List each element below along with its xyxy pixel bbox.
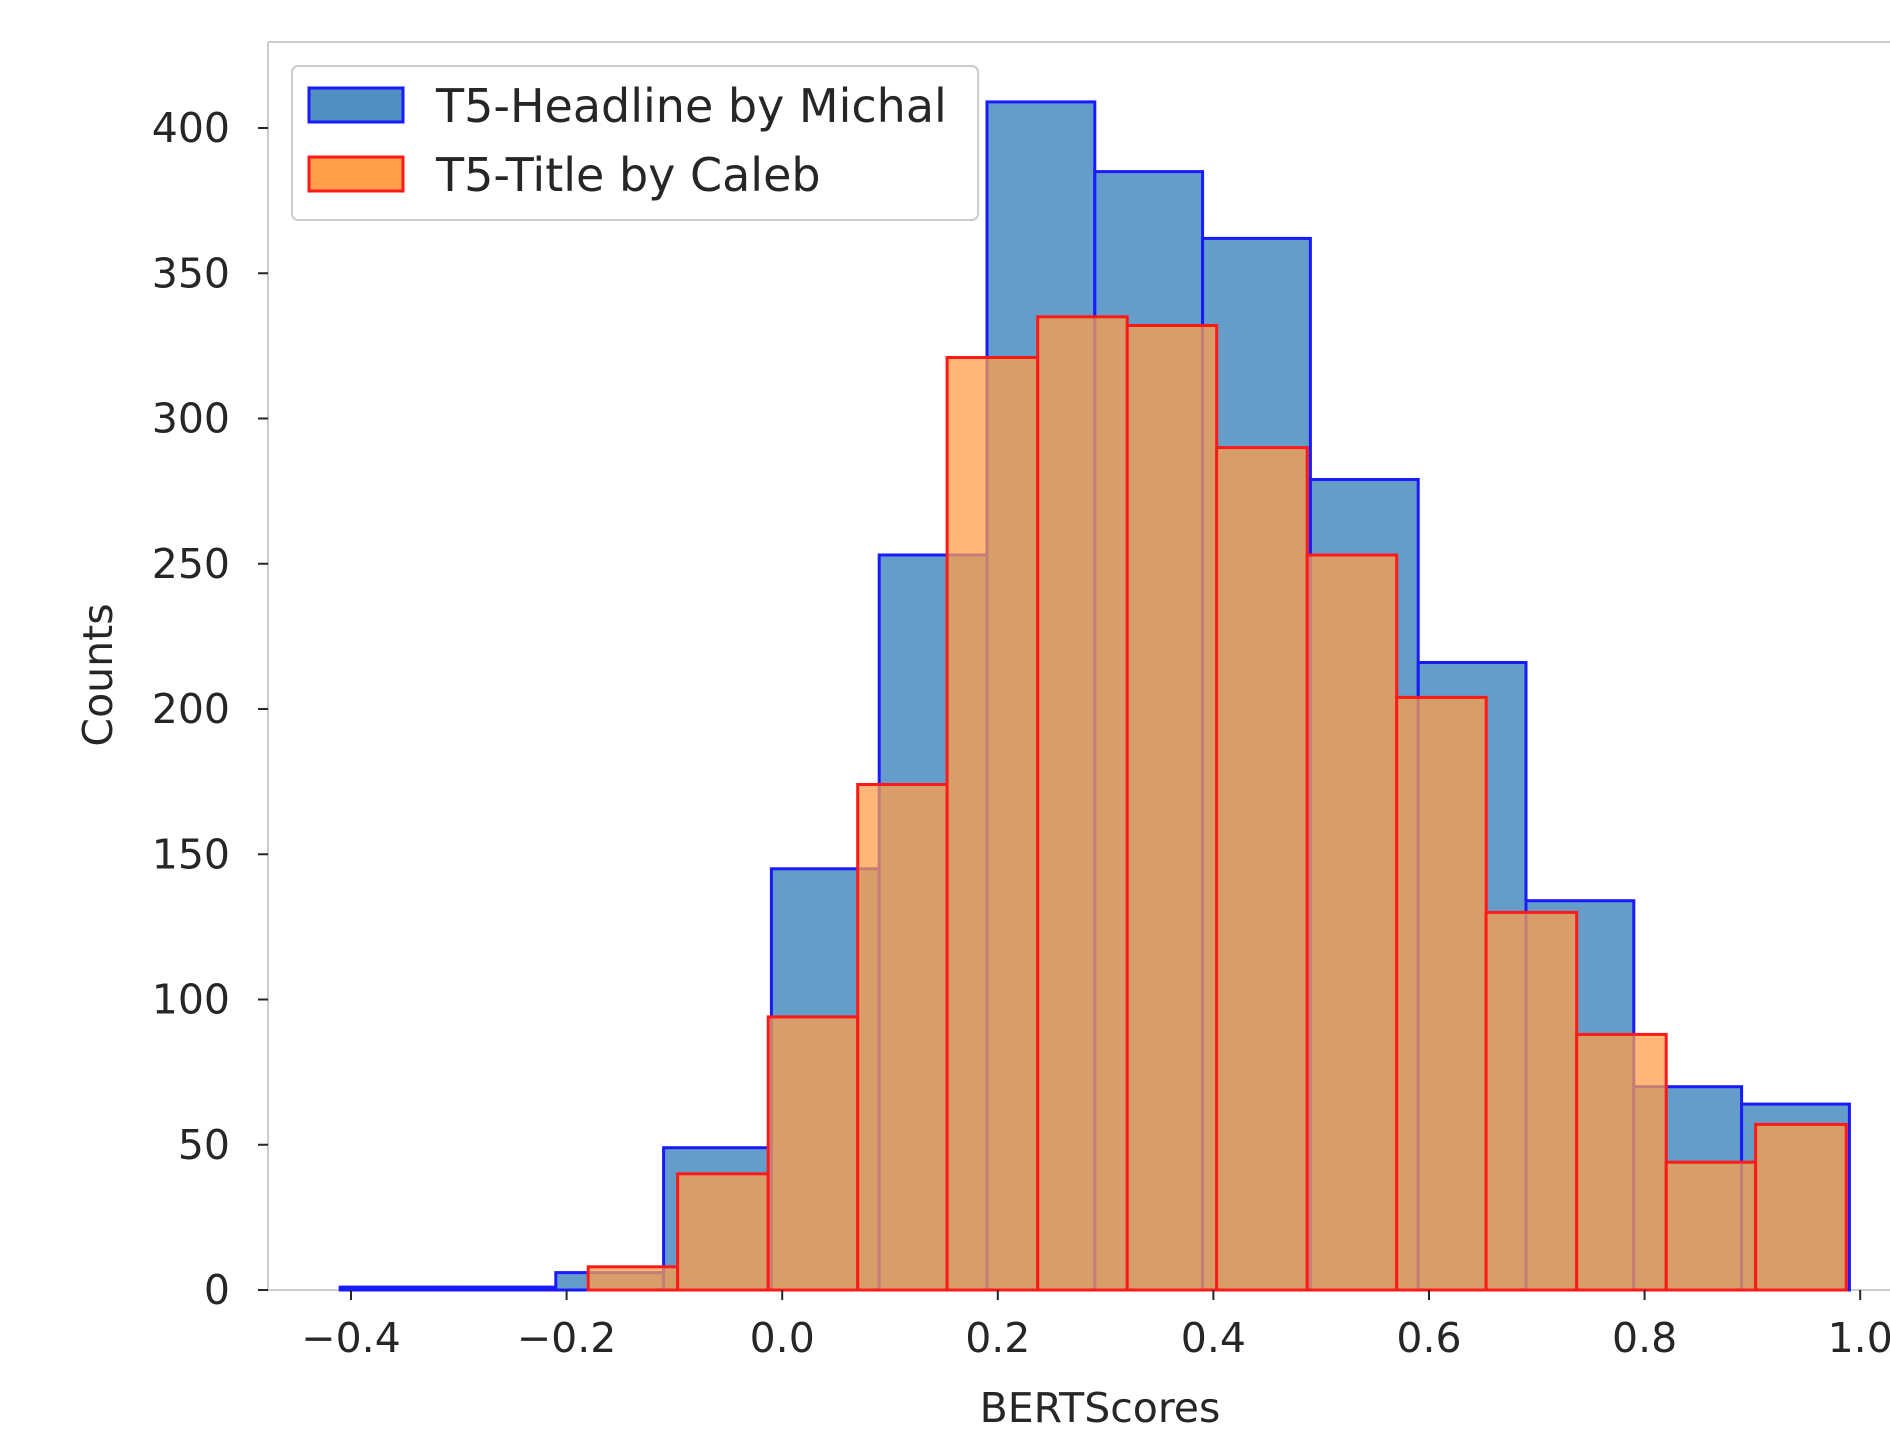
y-tick-label: 150 — [152, 830, 230, 878]
bar-title-4 — [945, 356, 1040, 1292]
x-tick-label: −0.4 — [301, 1314, 401, 1362]
bar-title-9 — [1395, 695, 1488, 1292]
bar-title-7 — [1215, 446, 1309, 1292]
y-tick-label: 0 — [204, 1266, 230, 1314]
bars-layer — [338, 100, 1851, 1292]
x-axis-ticks: −0.4 −0.2 0.0 0.2 0.4 0.6 0.8 1.0 — [301, 1290, 1890, 1362]
y-axis-ticks: 0 50 100 150 200 250 300 350 400 — [152, 104, 268, 1314]
bar-headline-1 — [446, 1285, 558, 1292]
y-tick-label: 350 — [152, 249, 230, 297]
legend: T5-Headline by Michal T5-Title by Caleb — [291, 65, 979, 221]
x-tick-label: 0.0 — [750, 1314, 815, 1362]
x-tick-label: 1.0 — [1828, 1314, 1890, 1362]
bar-title-13 — [1754, 1122, 1848, 1292]
bar-title-12 — [1664, 1160, 1758, 1292]
y-tick-label: 400 — [152, 104, 230, 152]
bar-title-10 — [1484, 910, 1579, 1292]
y-tick-label: 200 — [152, 685, 230, 733]
bar-title-6 — [1125, 324, 1219, 1292]
legend-label-title: T5-Title by Caleb — [435, 148, 821, 202]
bar-title-0 — [586, 1265, 680, 1292]
x-tick-label: 0.6 — [1396, 1314, 1461, 1362]
x-tick-label: 0.8 — [1612, 1314, 1677, 1362]
x-axis-label: BERTScores — [980, 1384, 1221, 1431]
bar-title-2 — [766, 1015, 860, 1292]
y-tick-label: 300 — [152, 395, 230, 443]
legend-box — [291, 65, 979, 221]
y-tick-label: 100 — [152, 976, 230, 1024]
x-tick-label: −0.2 — [517, 1314, 617, 1362]
y-tick-label: 250 — [152, 540, 230, 588]
x-tick-label: 0.4 — [1181, 1314, 1246, 1362]
bar-title-3 — [856, 783, 949, 1292]
legend-swatch-title — [307, 155, 405, 193]
bar-title-1 — [676, 1172, 770, 1292]
y-axis-label: Counts — [74, 603, 122, 746]
y-tick-label: 50 — [178, 1121, 230, 1169]
legend-label-headline: T5-Headline by Michal — [435, 79, 947, 133]
bar-title-5 — [1036, 315, 1129, 1292]
bar-headline-0 — [338, 1285, 450, 1292]
bar-title-11 — [1575, 1032, 1668, 1292]
x-tick-label: 0.2 — [965, 1314, 1030, 1362]
bar-title-8 — [1305, 553, 1399, 1292]
legend-swatch-headline — [307, 86, 405, 124]
